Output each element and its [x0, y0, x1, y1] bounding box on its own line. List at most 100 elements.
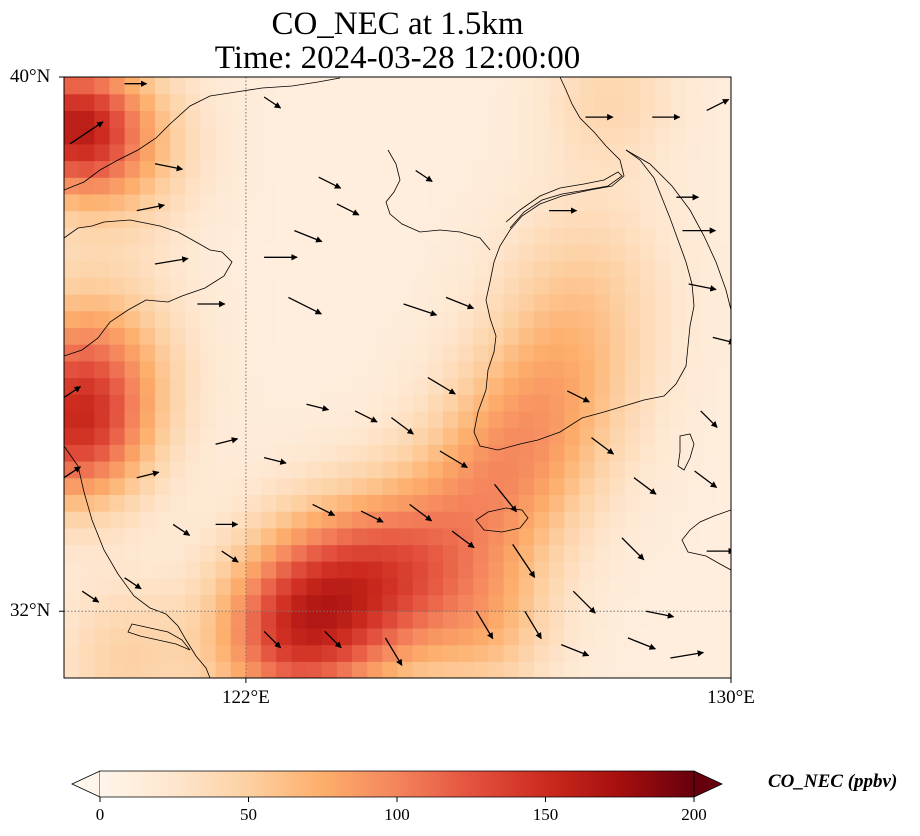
field-cell	[594, 377, 611, 395]
field-cell	[609, 627, 626, 646]
field-cell	[640, 360, 656, 379]
field-cell	[443, 544, 459, 562]
field-cell	[685, 644, 702, 662]
field-cell	[503, 577, 520, 596]
field-cell	[109, 611, 126, 629]
field-cell	[488, 344, 505, 362]
field-cell	[518, 294, 535, 312]
field-cell	[458, 127, 474, 145]
field-cell	[230, 310, 247, 328]
field-cell	[215, 327, 232, 345]
field-cell	[458, 377, 474, 395]
field-cell	[594, 277, 611, 295]
field-cell	[139, 611, 156, 629]
field-cell	[200, 127, 217, 145]
wind-arrow	[263, 630, 282, 649]
field-cell	[64, 627, 80, 646]
field-cell	[533, 377, 550, 395]
field-cell	[336, 544, 353, 562]
field-cell	[443, 477, 459, 495]
field-cell	[321, 327, 338, 345]
field-cell	[488, 177, 505, 195]
field-cell	[609, 260, 626, 278]
field-cell	[715, 193, 731, 212]
field-cell	[321, 461, 338, 479]
field-cell	[533, 160, 550, 178]
field-cell	[458, 561, 474, 579]
field-cell	[200, 410, 217, 429]
field-cell	[185, 227, 202, 245]
field-cell	[352, 577, 368, 596]
field-cell	[124, 427, 141, 445]
field-cell	[276, 210, 292, 228]
field-cell	[427, 294, 444, 312]
field-cell	[549, 377, 565, 395]
field-cell	[245, 394, 262, 412]
field-cell	[670, 477, 687, 495]
field-cell	[170, 277, 186, 295]
field-cell	[503, 310, 520, 328]
field-cell	[533, 494, 550, 512]
field-cell	[412, 344, 429, 362]
field-cell	[155, 444, 171, 462]
field-cell	[503, 227, 520, 245]
field-cell	[367, 294, 383, 312]
field-cell	[215, 344, 232, 362]
field-cell	[533, 477, 550, 495]
field-cell	[443, 177, 459, 195]
lon-tick-label: 122°E	[222, 687, 270, 708]
field-cell	[321, 511, 338, 529]
field-cell	[670, 160, 687, 178]
field-cell	[291, 577, 308, 596]
field-cell	[94, 427, 111, 445]
field-cell	[64, 360, 80, 379]
field-cell	[640, 110, 656, 128]
field-cell	[276, 260, 292, 278]
field-cell	[64, 561, 80, 579]
field-cell	[715, 444, 731, 462]
field-cell	[367, 160, 383, 178]
field-cell	[624, 93, 641, 111]
field-cell	[352, 227, 368, 245]
field-cell	[715, 360, 731, 379]
field-cell	[549, 127, 565, 145]
field-cell	[518, 444, 535, 462]
field-cell	[488, 110, 505, 128]
field-cell	[155, 193, 171, 212]
field-cell	[276, 594, 292, 612]
wind-arrow	[572, 590, 596, 614]
field-cell	[640, 277, 656, 295]
field-cell	[336, 77, 353, 95]
field-cell	[155, 277, 171, 295]
field-cell	[655, 377, 671, 395]
field-cell	[700, 394, 717, 412]
field-cell	[655, 494, 671, 512]
field-cell	[594, 177, 611, 195]
field-cell	[382, 327, 399, 345]
field-cell	[594, 461, 611, 479]
field-cell	[291, 410, 308, 429]
field-cell	[700, 527, 717, 546]
field-cell	[670, 394, 687, 412]
field-cell	[276, 477, 292, 495]
field-cell	[200, 260, 217, 278]
field-cell	[306, 394, 323, 412]
field-cell	[382, 344, 399, 362]
field-cell	[443, 511, 459, 529]
field-cell	[382, 160, 399, 178]
field-cell	[579, 260, 596, 278]
field-cell	[700, 344, 717, 362]
field-cell	[155, 210, 171, 228]
field-cell	[170, 210, 186, 228]
field-cell	[443, 310, 459, 328]
field-cell	[139, 561, 156, 579]
field-cell	[170, 143, 186, 162]
field-cell	[109, 127, 126, 145]
field-cell	[670, 327, 687, 345]
field-cell	[579, 527, 596, 546]
field-cell	[230, 561, 247, 579]
field-cell	[79, 360, 95, 379]
field-cell	[94, 477, 111, 495]
field-cell	[397, 627, 414, 646]
field-cell	[139, 377, 156, 395]
